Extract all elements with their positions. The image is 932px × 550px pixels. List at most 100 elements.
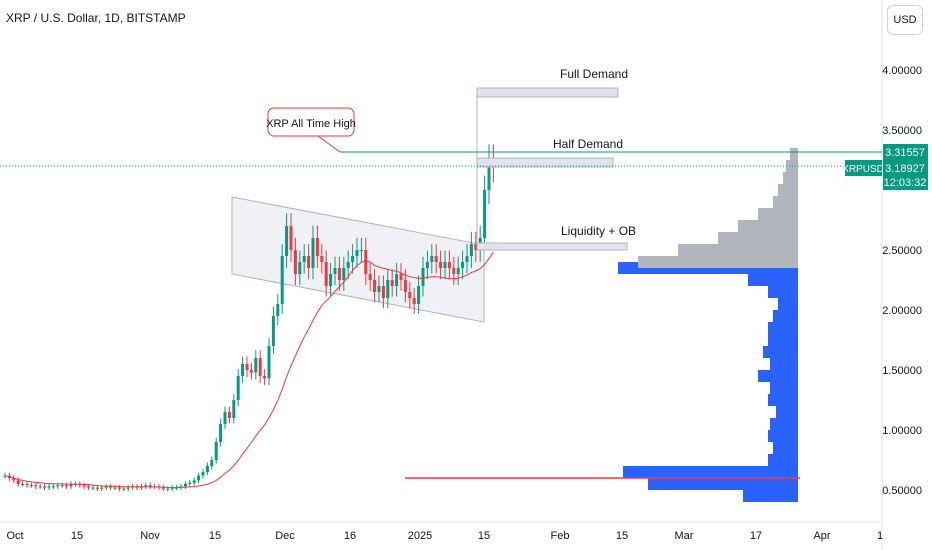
candle-body: [236, 376, 240, 400]
candle-body: [267, 346, 271, 379]
candle-body: [227, 412, 231, 418]
candle-body: [443, 262, 447, 268]
candle-body: [245, 364, 249, 370]
price-tick-label: 2.50000: [882, 245, 922, 257]
candle-body: [12, 478, 16, 481]
candle-body: [197, 475, 201, 481]
time-tick-label: Apr: [813, 530, 830, 542]
last-price-label: 3.18927: [885, 163, 925, 175]
candle-body: [249, 370, 253, 373]
candle-body: [377, 286, 381, 292]
candle-body: [271, 316, 275, 346]
symbol-price-tag: [845, 160, 882, 176]
chart-title: XRP / U.S. Dollar, 1D, BITSTAMP: [6, 11, 186, 25]
volume-profile-bar: [738, 220, 798, 232]
candle-body: [95, 487, 99, 489]
time-tick-label: Dec: [275, 530, 295, 542]
time-tick-label: 16: [344, 530, 356, 542]
candle-body: [381, 286, 385, 298]
volume-profile-bar: [770, 418, 798, 430]
volume-profile-bar: [768, 322, 798, 334]
volume-profile-bar: [758, 208, 798, 220]
volume-profile-bar: [773, 310, 798, 322]
candle-body: [346, 262, 350, 268]
candle-body: [298, 262, 302, 274]
candle-body: [368, 274, 372, 280]
candle-body: [412, 298, 416, 304]
candle-body: [311, 238, 315, 268]
full-demand-zone: [476, 87, 619, 98]
time-tick-label: 15: [478, 530, 490, 542]
price-axis-bg: [882, 0, 932, 550]
candle-body: [465, 256, 469, 262]
ath-callout-box: [267, 107, 355, 137]
candle-body: [144, 485, 148, 487]
time-tick-label: 15: [616, 530, 628, 542]
candle-body: [285, 226, 289, 256]
candle-body: [29, 485, 33, 487]
candle-body: [307, 256, 311, 268]
price-tick-label: 4.00000: [882, 65, 922, 77]
time-tick-label: Feb: [551, 530, 570, 542]
high-price-label: 3.31557: [885, 147, 925, 159]
candle-body: [38, 486, 42, 488]
candle-body: [417, 286, 421, 304]
candle-body: [280, 256, 284, 304]
candle-body: [16, 480, 20, 484]
volume-profile-bar: [768, 430, 798, 442]
candle-body: [386, 280, 390, 298]
time-tick-label: 15: [71, 530, 83, 542]
volume-profile-bar: [768, 286, 798, 298]
candle-body: [34, 485, 38, 487]
candle-body: [324, 262, 328, 286]
price-tick-label: 0.50000: [882, 485, 922, 497]
currency-button[interactable]: USD: [887, 5, 923, 35]
candle-body: [201, 472, 205, 476]
volume-profile-bar: [768, 454, 798, 466]
candle-body: [276, 304, 280, 316]
volume-profile-bar: [790, 148, 798, 160]
candle-body: [483, 190, 487, 238]
candle-body: [117, 487, 121, 489]
candle-body: [82, 485, 86, 487]
volume-profile-bar: [770, 382, 798, 394]
volume-profile-bar: [778, 184, 798, 196]
candle-body: [113, 487, 117, 489]
time-tick-label: Nov: [140, 530, 160, 542]
candle-body: [148, 485, 152, 487]
time-tick-label: Oct: [6, 530, 23, 542]
time-tick-label: 2025: [408, 530, 432, 542]
candle-body: [487, 160, 491, 190]
candle-body: [403, 280, 407, 292]
candle-body: [47, 486, 51, 488]
candle-body: [104, 486, 108, 488]
volume-profile-bar: [638, 256, 798, 268]
volume-profile-bar: [770, 358, 798, 370]
candle-body: [425, 262, 429, 268]
candle-body: [337, 268, 341, 280]
volume-profile-bar: [648, 478, 798, 490]
volume-profile-bar: [678, 244, 798, 256]
candle-body: [333, 268, 337, 274]
candle-body: [205, 466, 209, 472]
candle-body: [219, 424, 223, 442]
full-demand-label: Full Demand: [560, 67, 628, 81]
volume-profile-bar: [778, 298, 798, 310]
candle-body: [395, 274, 399, 286]
candle-body: [364, 250, 368, 274]
symbol-label: XRPUSD: [842, 164, 884, 175]
volume-profile-bar: [748, 274, 798, 286]
candle-body: [122, 488, 126, 490]
candle-body: [65, 485, 69, 487]
candle-body: [302, 256, 306, 262]
countdown-label: 12:03:32: [884, 177, 927, 189]
candle-body: [373, 280, 377, 292]
candle-body: [469, 244, 473, 256]
time-tick-label: Mar: [675, 530, 694, 542]
half-demand-label: Half Demand: [553, 137, 623, 151]
candle-body: [91, 487, 95, 489]
candle-body: [210, 460, 214, 466]
liquidity-ob-label: Liquidity + OB: [561, 224, 636, 238]
ath-callout-pointer: [317, 135, 341, 153]
